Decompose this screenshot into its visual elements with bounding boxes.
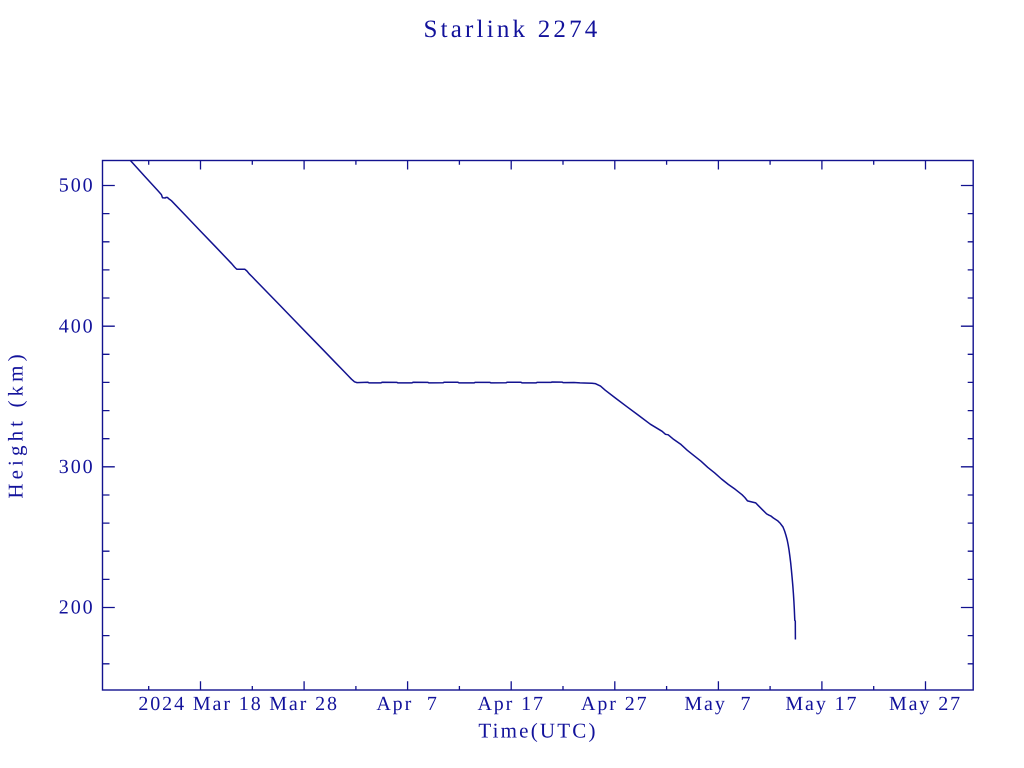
svg-text:200: 200 bbox=[59, 597, 95, 619]
svg-text:May 7: May 7 bbox=[684, 693, 752, 715]
svg-text:Height (km): Height (km) bbox=[4, 350, 28, 498]
svg-text:Apr 7: Apr 7 bbox=[376, 693, 439, 715]
svg-text:Starlink 2274: Starlink 2274 bbox=[423, 16, 600, 43]
svg-text:Mar 28: Mar 28 bbox=[269, 693, 339, 715]
svg-text:Apr 17: Apr 17 bbox=[477, 693, 545, 715]
svg-text:2024 Mar 18: 2024 Mar 18 bbox=[138, 693, 262, 715]
svg-text:Time(UTC): Time(UTC) bbox=[478, 719, 597, 743]
svg-text:May 27: May 27 bbox=[889, 693, 962, 715]
svg-text:400: 400 bbox=[59, 315, 95, 337]
svg-text:500: 500 bbox=[59, 175, 95, 197]
svg-text:May 17: May 17 bbox=[785, 693, 858, 715]
svg-text:Apr 27: Apr 27 bbox=[581, 693, 649, 715]
svg-text:300: 300 bbox=[59, 456, 95, 478]
